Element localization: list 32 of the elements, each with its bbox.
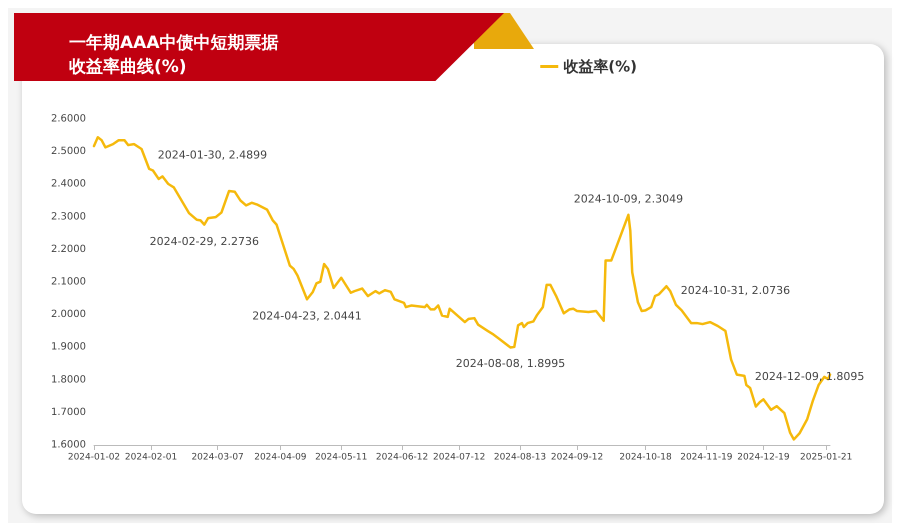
legend-label: 收益率(%): [563, 58, 638, 76]
y-tick-label: 1.9000: [51, 342, 86, 353]
x-tick-label: 2024-02-01: [124, 452, 178, 462]
y-tick-label: 1.7000: [51, 406, 86, 418]
y-tick-label: 2.0000: [51, 309, 86, 320]
y-tick-label: 2.1000: [51, 276, 86, 288]
x-tick-label: 2024-04-09: [254, 452, 307, 462]
x-tick-label: 2024-09-12: [550, 452, 604, 462]
y-tick-label: 1.8000: [51, 374, 86, 386]
x-tick-label: 2024-07-12: [432, 452, 486, 462]
x-tick-label: 2024-01-02: [68, 452, 120, 462]
annotation: 2024-02-29, 2.2736: [150, 234, 260, 248]
y-tick-label: 2.6000: [51, 114, 86, 124]
y-tick-label: 2.2000: [51, 244, 86, 255]
annotation: 2024-08-08, 1.8995: [456, 356, 566, 370]
x-tick-label: 2024-11-19: [680, 452, 733, 462]
y-tick-label: 1.6000: [51, 440, 86, 450]
annotation: 2024-10-31, 2.0736: [680, 284, 790, 298]
y-tick-label: 2.4000: [51, 178, 86, 190]
y-tick-label: 2.3000: [51, 211, 86, 222]
annotation: 2024-04-23, 2.0441: [252, 310, 362, 323]
x-tick-label: 2024-08-13: [494, 452, 546, 462]
x-tick-label: 2024-12-19: [737, 452, 790, 462]
x-tick-label: 2025-01-21: [800, 452, 852, 462]
annotation: 2024-10-09, 2.3049: [574, 192, 684, 206]
x-tick-label: 2024-03-07: [191, 452, 244, 462]
x-tick-label: 2024-06-12: [376, 452, 428, 462]
annotation: 2024-01-30, 2.4899: [158, 148, 268, 162]
chart-title: 一年期AAA中债中短期票据收益率曲线(%): [69, 33, 278, 77]
x-tick-label: 2024-10-18: [619, 452, 672, 462]
y-tick-label: 2.5000: [51, 146, 86, 158]
x-tick-label: 2024-05-11: [315, 452, 368, 462]
